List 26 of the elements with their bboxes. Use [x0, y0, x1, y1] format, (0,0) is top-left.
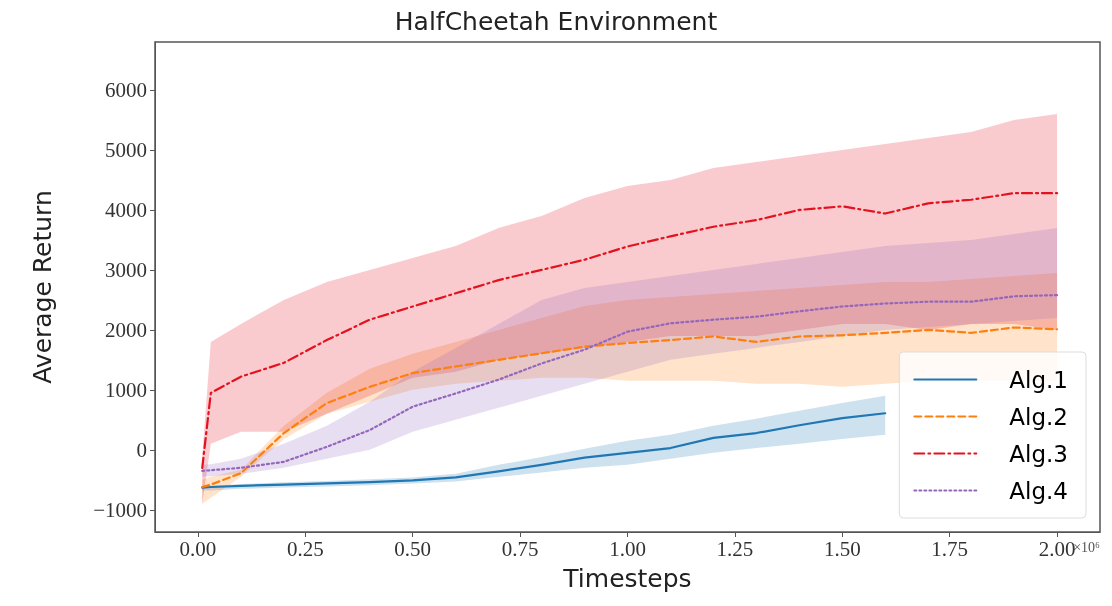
x-tick-label: 1.25 [716, 536, 754, 561]
legend-label: Alg.2 [1009, 403, 1068, 430]
x-tick-label: 0.50 [394, 536, 432, 561]
x-tick-label: 0.75 [501, 536, 539, 561]
legend-label: Alg.1 [1009, 366, 1068, 393]
x-tick-label: 2.00 [1038, 536, 1076, 561]
line-series [201, 412, 887, 489]
y-tick-label: 6000 [105, 77, 147, 102]
y-axis-title: Average Return [28, 190, 57, 384]
y-tick-label: −1000 [93, 497, 147, 522]
legend-label: Alg.4 [1009, 477, 1068, 504]
y-tick-label: 3000 [105, 257, 147, 282]
y-tick-label: 5000 [105, 137, 147, 162]
legend-label: Alg.3 [1009, 440, 1068, 467]
x-tick-label: 1.50 [823, 536, 861, 561]
x-axis-title: Timesteps [562, 564, 692, 593]
x-tick-label: 0.00 [179, 536, 217, 561]
text: ×10⁶ [1073, 539, 1101, 555]
x-tick-label: 1.00 [609, 536, 646, 561]
chart-title: HalfCheetah Environment [394, 7, 718, 36]
y-tick-label: 0 [136, 437, 147, 462]
y-tick-label: 1000 [105, 377, 147, 402]
x-tick-label: 1.75 [931, 536, 969, 561]
y-tick-label: 2000 [105, 317, 147, 342]
y-tick-label: 4000 [105, 197, 147, 222]
x-tick-label: 0.25 [286, 536, 324, 561]
